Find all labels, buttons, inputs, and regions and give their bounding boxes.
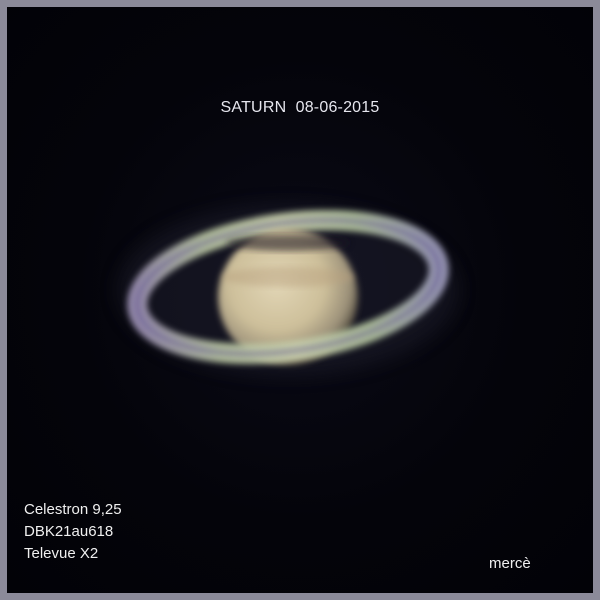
barlow-label: Televue X2 — [24, 545, 99, 562]
saturn-planet — [118, 205, 458, 375]
telescope-label: Celestron 9,25 — [24, 501, 122, 518]
ring-shadow — [226, 235, 350, 251]
ring-back — [127, 210, 449, 272]
planet-band — [222, 267, 354, 287]
planet-body — [218, 229, 358, 365]
camera-label: DBK21au618 — [24, 523, 114, 540]
image-title: SATURN 08-06-2015 — [220, 99, 380, 116]
author-signature: mercè — [489, 555, 531, 572]
equipment-caption: Celestron 9,25 DBK21au618 Televue X2 — [24, 499, 122, 565]
ring-front — [127, 272, 449, 364]
